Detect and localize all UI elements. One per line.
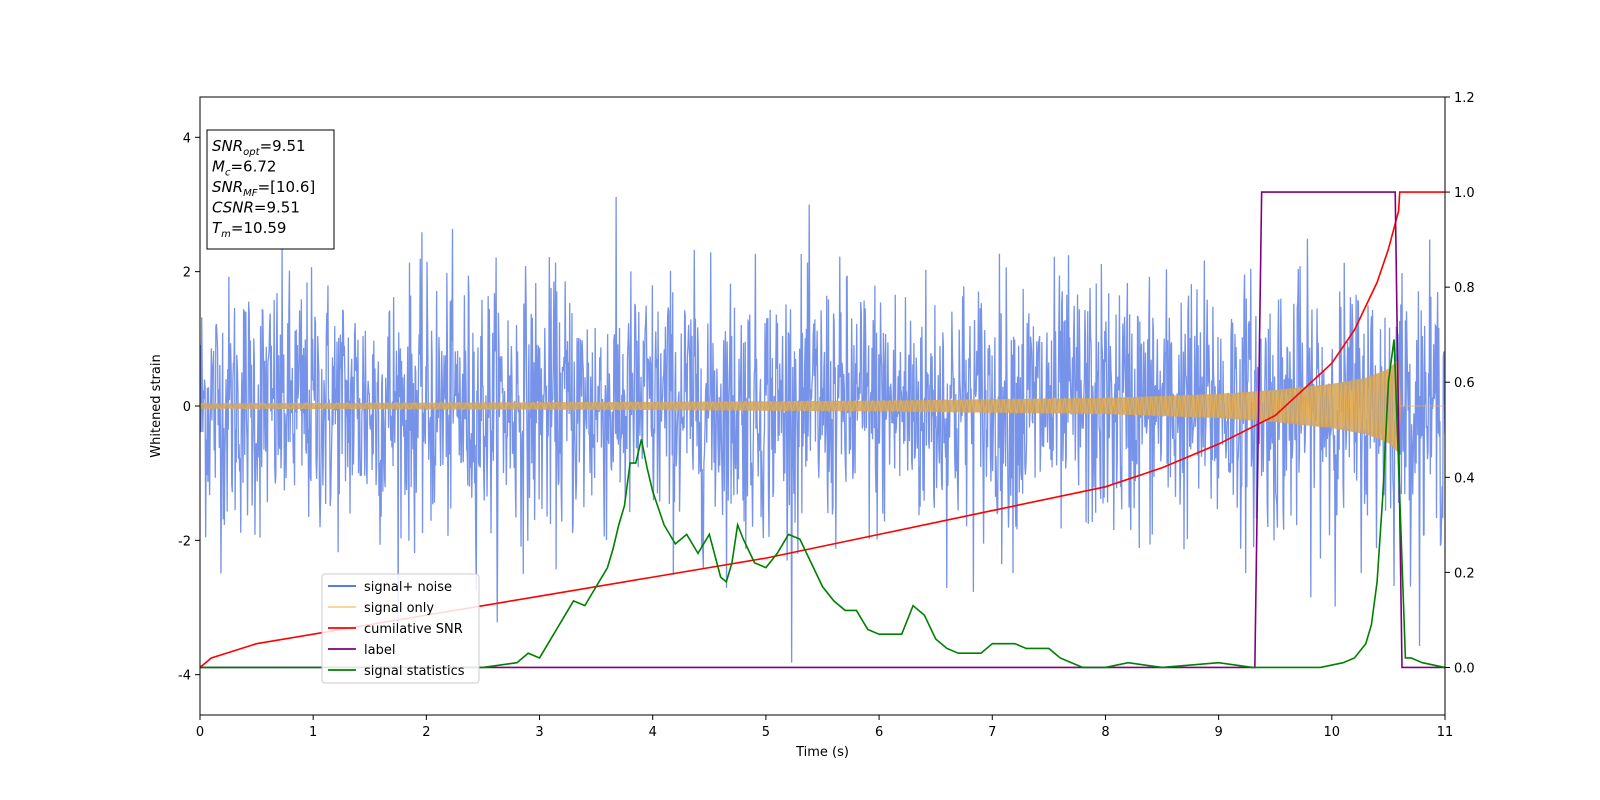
y-tick-label: 4 bbox=[183, 131, 191, 146]
y-right-tick-label: 0.8 bbox=[1454, 281, 1475, 296]
y-right-tick-label: 1.2 bbox=[1454, 91, 1475, 106]
x-tick-label: 0 bbox=[196, 725, 204, 740]
x-tick-label: 7 bbox=[988, 725, 996, 740]
legend-label: signal only bbox=[364, 601, 434, 616]
info-line: SNRopt=9.51 bbox=[212, 137, 306, 158]
legend-label: signal statistics bbox=[364, 664, 465, 679]
legend-label: label bbox=[364, 643, 395, 658]
info-line: Tm=10.59 bbox=[212, 219, 286, 240]
y-tick-label: 0 bbox=[183, 400, 191, 415]
x-tick-label: 10 bbox=[1324, 725, 1341, 740]
x-tick-label: 1 bbox=[309, 725, 317, 740]
x-tick-label: 2 bbox=[422, 725, 430, 740]
y-right-tick-label: 1.0 bbox=[1454, 186, 1475, 201]
x-tick-label: 4 bbox=[649, 725, 657, 740]
y-right-tick-label: 0.0 bbox=[1454, 661, 1475, 676]
y-right-tick-label: 0.4 bbox=[1454, 471, 1475, 486]
legend: signal+ noise signal only cumilative SNR la… bbox=[321, 573, 480, 684]
x-tick-label: 6 bbox=[875, 725, 883, 740]
y-tick-label: -4 bbox=[178, 669, 191, 684]
y-right-tick-label: 0.2 bbox=[1454, 566, 1475, 581]
y-right-tick-label: 0.6 bbox=[1454, 376, 1475, 391]
y-tick-label: 2 bbox=[183, 266, 191, 281]
legend-frame bbox=[321, 573, 480, 684]
info-line: CSNR=9.51 bbox=[212, 199, 300, 217]
x-tick-label: 5 bbox=[762, 725, 770, 740]
ticks: 0 1 2 3 4 5 6 7 8 9 10 11 -4 -2 0 2 4 0.0 0.2 0.4 0.6 0.8 1.0 1… bbox=[178, 91, 1475, 740]
info-line: SNRMF=[10.6] bbox=[212, 178, 315, 199]
y-axis-label: Whitened strain bbox=[149, 354, 164, 457]
x-axis-label: Time (s) bbox=[795, 745, 849, 760]
series-signal-statistics bbox=[200, 339, 1445, 669]
x-tick-label: 8 bbox=[1101, 725, 1109, 740]
x-tick-label: 3 bbox=[535, 725, 543, 740]
series-signal-only bbox=[200, 362, 1445, 449]
y-tick-label: -2 bbox=[178, 534, 191, 549]
series-label bbox=[200, 191, 1445, 669]
info-box-frame bbox=[206, 129, 335, 250]
x-tick-label: 11 bbox=[1437, 725, 1454, 740]
legend-label: signal+ noise bbox=[364, 580, 452, 595]
legend-label: cumilative SNR bbox=[364, 622, 463, 637]
series-signal-only-envelope bbox=[200, 359, 1445, 453]
info-line: Mc=6.72 bbox=[212, 158, 276, 179]
x-tick-label: 9 bbox=[1214, 725, 1222, 740]
